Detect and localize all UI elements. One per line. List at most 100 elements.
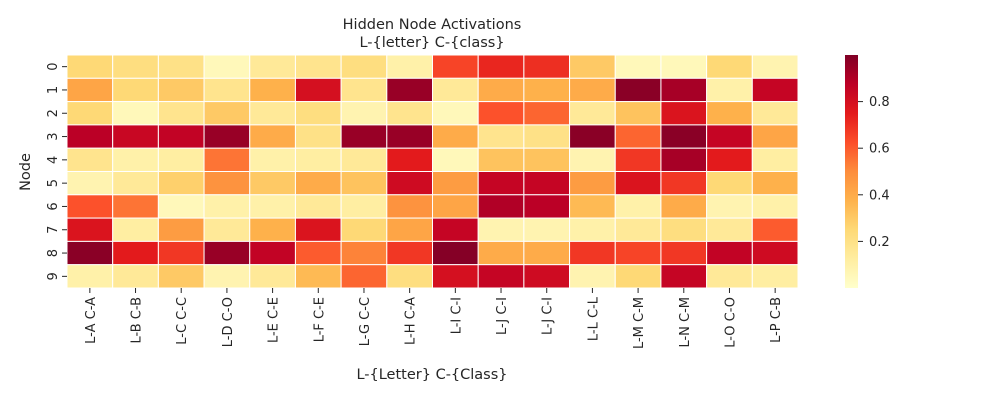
heatmap-cell <box>203 54 251 79</box>
heatmap-cell <box>523 147 571 172</box>
colorbar <box>845 55 858 288</box>
heatmap-cell <box>751 217 799 242</box>
heatmap-cell <box>203 171 251 196</box>
heatmap-cell <box>660 217 708 242</box>
heatmap-cell <box>112 124 159 149</box>
heatmap-cell <box>614 264 662 289</box>
x-tick-label: L-G C-C <box>358 297 373 346</box>
heatmap-cell <box>432 171 479 196</box>
heatmap-cell <box>523 217 571 242</box>
heatmap-cell <box>432 147 479 172</box>
heatmap-cell <box>157 264 205 289</box>
heatmap-cell <box>249 77 296 103</box>
heatmap-cell <box>523 54 571 79</box>
heatmap-cell <box>706 77 753 103</box>
heatmap-cell <box>386 194 433 219</box>
heatmap-cell <box>751 194 799 219</box>
heatmap-cell <box>477 194 525 219</box>
heatmap-cell <box>706 264 753 289</box>
heatmap-cell <box>386 240 433 266</box>
heatmap-cell <box>249 264 296 289</box>
heatmap-cell <box>477 54 525 79</box>
heatmap-cell <box>203 101 251 126</box>
heatmap-cell <box>66 54 114 79</box>
heatmap-cell <box>112 264 159 289</box>
heatmap-cell <box>386 54 433 79</box>
heatmap-cell <box>340 194 388 219</box>
heatmap-cell <box>112 217 159 242</box>
heatmap-cell <box>386 77 433 103</box>
heatmap-cell <box>660 264 708 289</box>
heatmap-cell <box>751 264 799 289</box>
heatmap-cell <box>340 240 388 266</box>
heatmap-cell <box>569 147 616 172</box>
heatmap-cell <box>614 77 662 103</box>
heatmap-cell <box>340 171 388 196</box>
heatmap-cell <box>66 124 114 149</box>
heatmap-cell <box>706 101 753 126</box>
heatmap-cell <box>203 240 251 266</box>
heatmap-cell <box>751 147 799 172</box>
colorbar-tick-label: 0.8 <box>869 95 890 110</box>
x-tick-label: L-L C-L <box>586 296 601 341</box>
y-axis-ticks: 0 1 2 3 4 5 6 7 8 9 <box>46 63 67 280</box>
x-tick-label: L-D C-O <box>221 297 236 347</box>
heatmap-cell <box>523 264 571 289</box>
heatmap-cell <box>523 124 571 149</box>
heatmap-cell <box>157 147 205 172</box>
heatmap-cell <box>157 194 205 219</box>
heatmap-cell <box>477 171 525 196</box>
heatmap-cell <box>432 124 479 149</box>
heatmap-cell <box>294 101 342 126</box>
x-tick-label: L-J C-I <box>495 297 510 335</box>
heatmap-cell <box>112 194 159 219</box>
heatmap-cell <box>157 217 205 242</box>
heatmap-cell <box>340 101 388 126</box>
heatmap-cell <box>432 194 479 219</box>
x-tick-label: L-H C-A <box>404 297 419 345</box>
heatmap-cell <box>203 147 251 172</box>
y-tick-label: 6 <box>46 202 61 210</box>
heatmap-cell <box>66 101 114 126</box>
heatmap-cell <box>294 124 342 149</box>
heatmap-cell <box>706 240 753 266</box>
heatmap-cell <box>66 194 114 219</box>
heatmap-cell <box>294 147 342 172</box>
heatmap-cell <box>432 240 479 266</box>
heatmap-cell <box>66 217 114 242</box>
heatmap-cells <box>66 54 799 289</box>
heatmap-cell <box>751 240 799 266</box>
heatmap-cell <box>569 194 616 219</box>
heatmap-cell <box>614 171 662 196</box>
heatmap-cell <box>706 54 753 79</box>
heatmap-cell <box>751 124 799 149</box>
heatmap-cell <box>614 101 662 126</box>
heatmap-cell <box>294 194 342 219</box>
heatmap-cell <box>660 240 708 266</box>
x-tick-label: L-O C-O <box>723 297 738 348</box>
heatmap-cell <box>157 101 205 126</box>
heatmap-cell <box>660 124 708 149</box>
heatmap-cell <box>569 264 616 289</box>
heatmap-cell <box>751 77 799 103</box>
heatmap-cell <box>157 124 205 149</box>
heatmap-cell <box>386 124 433 149</box>
heatmap-cell <box>660 54 708 79</box>
heatmap-cell <box>569 124 616 149</box>
heatmap-cell <box>340 124 388 149</box>
heatmap-cell <box>569 240 616 266</box>
heatmap-cell <box>523 171 571 196</box>
heatmap-cell <box>660 194 708 219</box>
y-tick-label: 2 <box>46 109 61 117</box>
heatmap-cell <box>432 264 479 289</box>
heatmap-cell <box>294 217 342 242</box>
heatmap-cell <box>386 217 433 242</box>
heatmap-cell <box>386 264 433 289</box>
heatmap-cell <box>203 124 251 149</box>
heatmap-cell <box>751 171 799 196</box>
heatmap-cell <box>477 240 525 266</box>
y-axis-label: Node <box>18 153 34 191</box>
x-tick-label: L-P C-B <box>769 297 784 343</box>
heatmap-cell <box>523 77 571 103</box>
